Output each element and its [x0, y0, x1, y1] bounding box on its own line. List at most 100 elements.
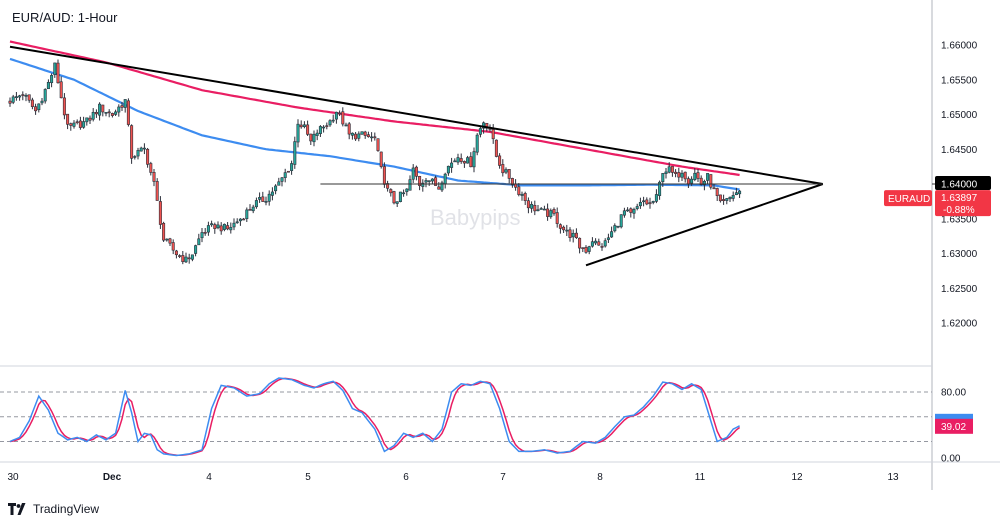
candle: [424, 180, 428, 183]
stochastic-tag-top: [935, 413, 973, 420]
candle: [587, 246, 591, 252]
candle: [40, 100, 44, 104]
candle: [85, 117, 89, 123]
stochastic-tag-box: [935, 418, 973, 434]
price-tick-label: 1.65000: [941, 110, 978, 121]
candle: [117, 106, 121, 113]
candle: [312, 133, 316, 143]
candle: [235, 221, 239, 224]
candle: [574, 232, 578, 238]
candle: [520, 193, 524, 196]
candle: [24, 94, 28, 97]
candle: [616, 225, 620, 228]
candle: [680, 172, 684, 178]
candle: [456, 157, 460, 163]
candle: [50, 75, 54, 84]
stochastic-lines: [9, 377, 741, 457]
candle: [389, 189, 393, 194]
candle: [709, 174, 713, 188]
candle: [213, 224, 217, 230]
tradingview-brand: TradingView: [33, 502, 100, 516]
price-tick-label: 1.64500: [941, 145, 978, 156]
candle: [642, 200, 646, 203]
price-tag-box: [935, 190, 991, 217]
candle: [706, 173, 710, 181]
candle: [558, 224, 562, 229]
candle: [229, 227, 233, 231]
candle: [539, 208, 543, 210]
time-tick-label: 4: [206, 472, 212, 483]
candle: [677, 172, 681, 178]
candle: [302, 124, 306, 128]
symbol-tag-text: EURAUD: [888, 194, 930, 205]
candle: [648, 202, 652, 205]
candle: [341, 111, 345, 125]
price-tick-label: 1.63500: [941, 214, 978, 225]
candle: [562, 226, 566, 231]
candle: [62, 97, 66, 116]
candle: [360, 131, 364, 135]
candle: [699, 177, 703, 186]
candle: [571, 232, 575, 238]
candle: [136, 150, 140, 157]
candle: [133, 156, 137, 158]
candle: [174, 250, 178, 256]
candle: [578, 237, 582, 249]
symbol-tag-box: [884, 190, 932, 207]
candle: [245, 209, 249, 219]
time-tick-label: 8: [597, 472, 603, 483]
candle: [702, 180, 706, 186]
candle: [168, 238, 172, 244]
candle: [203, 232, 207, 234]
candle: [443, 173, 447, 185]
candle: [290, 163, 294, 171]
axes: [0, 0, 1000, 490]
candle: [200, 232, 204, 239]
candle: [101, 104, 105, 113]
candle: [34, 106, 38, 112]
candle: [126, 100, 130, 125]
time-tick-label: 30: [7, 472, 19, 483]
time-tick-label: 7: [500, 472, 506, 483]
trendlines: [9, 45, 935, 267]
candle: [91, 111, 95, 120]
ma-blue-line: [9, 57, 740, 191]
candle: [66, 113, 70, 125]
candle: [437, 186, 441, 190]
candle: [296, 123, 300, 143]
candle: [242, 218, 246, 221]
ma-pink-line: [9, 40, 740, 177]
candle: [670, 166, 674, 173]
candle: [78, 120, 82, 128]
stochastic-axis-ticks: 80.00 0.00: [941, 388, 966, 465]
candle: [322, 126, 326, 129]
candle: [632, 209, 636, 214]
candle: [98, 103, 102, 116]
candle: [306, 124, 310, 135]
price-tag-value: 1.63897: [941, 193, 978, 204]
candle: [645, 199, 649, 205]
candle: [434, 177, 438, 186]
candle: [219, 225, 223, 232]
candle: [478, 128, 482, 135]
candle: [427, 180, 431, 182]
candle: [14, 96, 18, 99]
candle: [187, 257, 191, 260]
tradingview-footer[interactable]: TradingView: [8, 500, 99, 518]
candle: [194, 245, 198, 254]
candle: [725, 198, 729, 201]
candle: [146, 148, 150, 165]
time-tick-label: Dec: [103, 472, 122, 483]
candle: [418, 176, 422, 186]
candle: [248, 209, 252, 211]
candle: [197, 238, 201, 246]
candle: [504, 169, 508, 173]
candle: [693, 172, 697, 180]
candle: [491, 129, 495, 140]
candle: [469, 156, 473, 168]
candle: [277, 181, 281, 186]
candle: [402, 192, 406, 195]
candle: [270, 191, 274, 196]
candle: [414, 166, 418, 177]
